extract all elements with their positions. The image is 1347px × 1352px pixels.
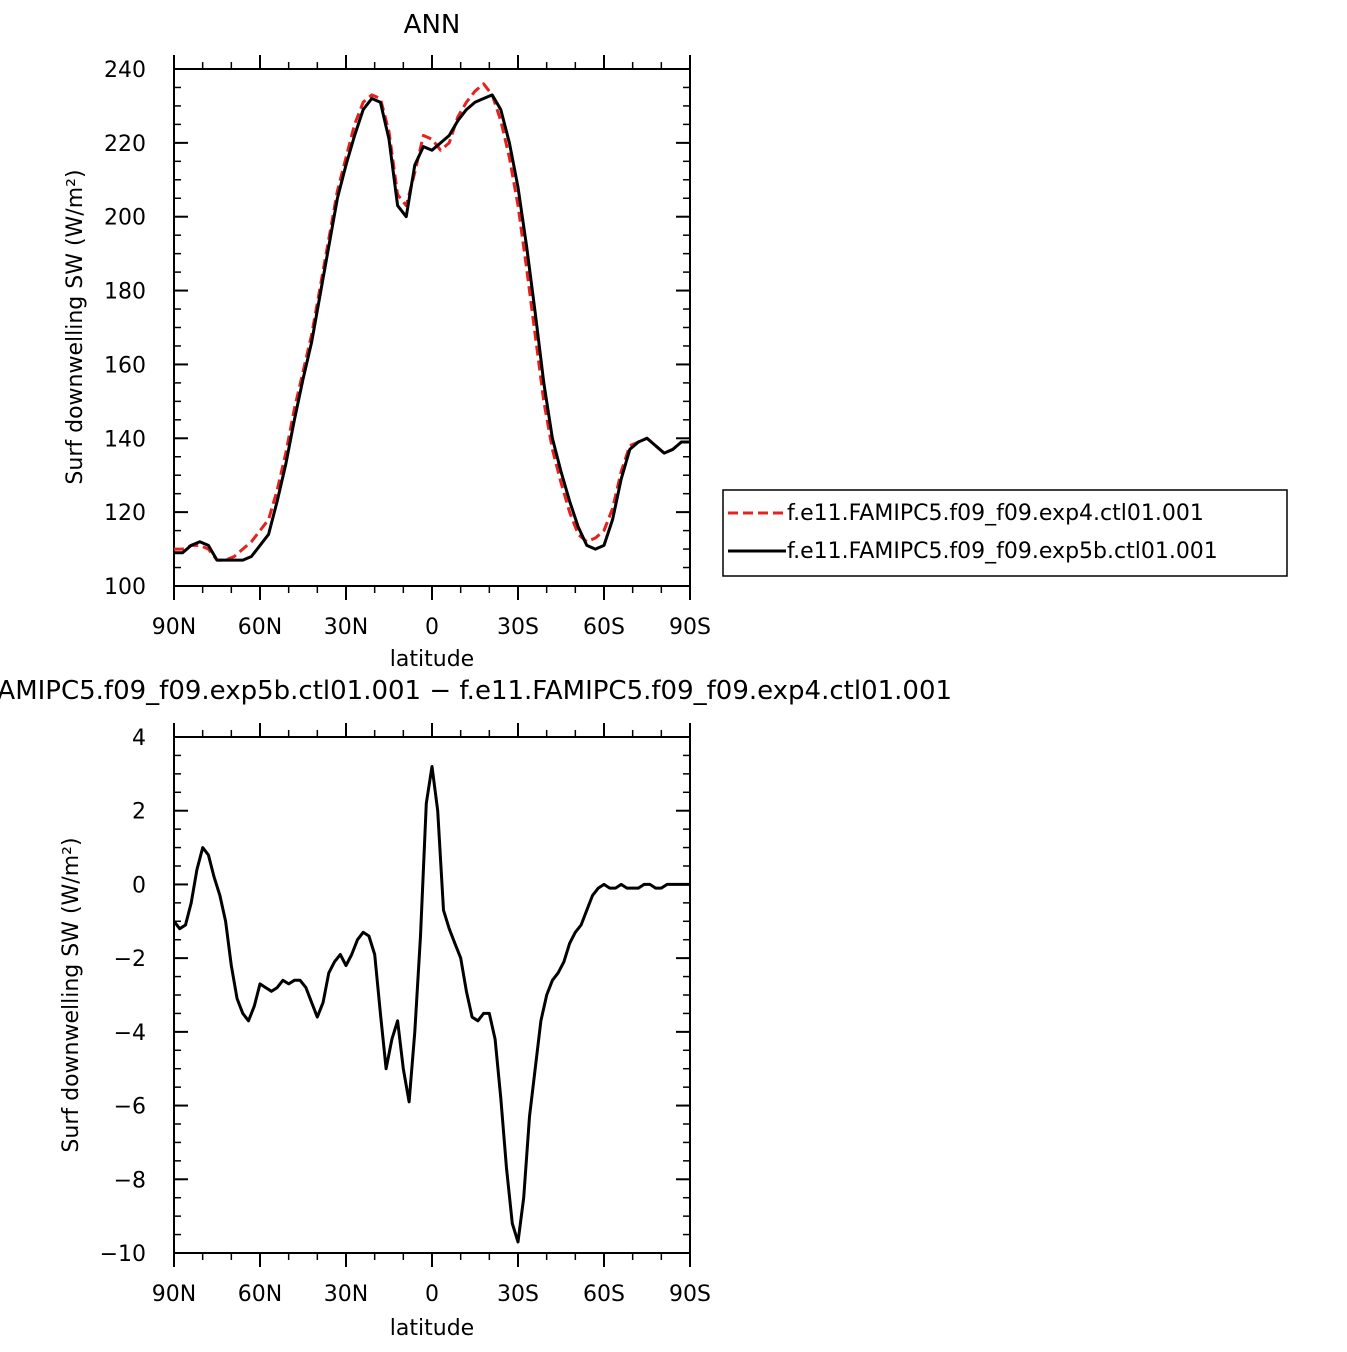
y-tick-label: −6 xyxy=(114,1095,146,1120)
x-tick-label: 60N xyxy=(238,615,282,640)
top-panel-title: ANN xyxy=(404,10,461,40)
top-series-line-1 xyxy=(174,93,690,562)
bottom-series-line-0 xyxy=(172,765,690,1244)
y-tick-label: −2 xyxy=(114,947,146,972)
top-panel: ANN 100 120 140 160 180 200 220 240 90N 60N 30N 0 30… xyxy=(63,10,1288,672)
y-tick-label: 0 xyxy=(132,873,146,898)
x-tick-label: 30S xyxy=(497,1282,539,1307)
x-tick-label: 0 xyxy=(425,1282,439,1307)
top-series-group xyxy=(174,82,690,562)
top-axes: 100 120 140 160 180 200 220 240 90N 60N 30N 0 30S 60S… xyxy=(104,55,711,640)
bottom-panel: f.e11.FAMIPC5.f09_f09.exp5b.ctl01.001 − … xyxy=(0,676,952,1341)
x-tick-label: 60S xyxy=(583,1282,625,1307)
y-tick-label: 4 xyxy=(132,726,146,751)
x-tick-label: 90N xyxy=(152,1282,196,1307)
y-tick-label: 140 xyxy=(104,427,146,452)
bottom-panel-title: f.e11.FAMIPC5.f09_f09.exp5b.ctl01.001 − … xyxy=(0,676,952,706)
bottom-x-axis-label: latitude xyxy=(390,1316,474,1341)
x-tick-label: 90N xyxy=(152,615,196,640)
y-tick-label: 120 xyxy=(104,501,146,526)
x-tick-label: 90S xyxy=(669,615,711,640)
y-tick-label: −8 xyxy=(114,1168,146,1193)
y-tick-label: 2 xyxy=(132,800,146,825)
y-tick-label: 180 xyxy=(104,280,146,305)
legend-label-exp5b: f.e11.FAMIPC5.f09_f09.exp5b.ctl01.001 xyxy=(787,539,1218,564)
top-x-axis-label: latitude xyxy=(390,647,474,672)
bottom-axes: −10 −8 −6 −4 −2 0 2 4 90N 60N 30N 0 30S 60S 90S xyxy=(100,723,711,1307)
x-tick-label: 30S xyxy=(497,615,539,640)
bottom-plot-frame xyxy=(173,736,691,1254)
x-tick-label: 0 xyxy=(425,615,439,640)
x-tick-label: 90S xyxy=(669,1282,711,1307)
x-tick-label: 30N xyxy=(324,615,368,640)
y-tick-label: 160 xyxy=(104,353,146,378)
legend-label-exp4: f.e11.FAMIPC5.f09_f09.exp4.ctl01.001 xyxy=(787,501,1204,526)
top-series-line-0 xyxy=(174,82,690,562)
x-tick-label: 30N xyxy=(324,1282,368,1307)
x-tick-label: 60N xyxy=(238,1282,282,1307)
y-tick-label: 200 xyxy=(104,206,146,231)
y-tick-label: 100 xyxy=(104,575,146,600)
y-tick-label: 240 xyxy=(104,58,146,83)
x-tick-label: 60S xyxy=(583,615,625,640)
y-tick-label: 220 xyxy=(104,132,146,157)
top-y-axis-label: Surf downwelling SW (W/m²) xyxy=(63,169,88,484)
bottom-series-group xyxy=(172,765,690,1244)
legend: f.e11.FAMIPC5.f09_f09.exp4.ctl01.001 f.e… xyxy=(722,489,1288,577)
y-tick-label: −10 xyxy=(100,1242,146,1267)
bottom-y-axis-label: Surf downwelling SW (W/m²) xyxy=(59,837,84,1152)
y-tick-label: −4 xyxy=(114,1021,146,1046)
legend-box xyxy=(722,489,1288,577)
